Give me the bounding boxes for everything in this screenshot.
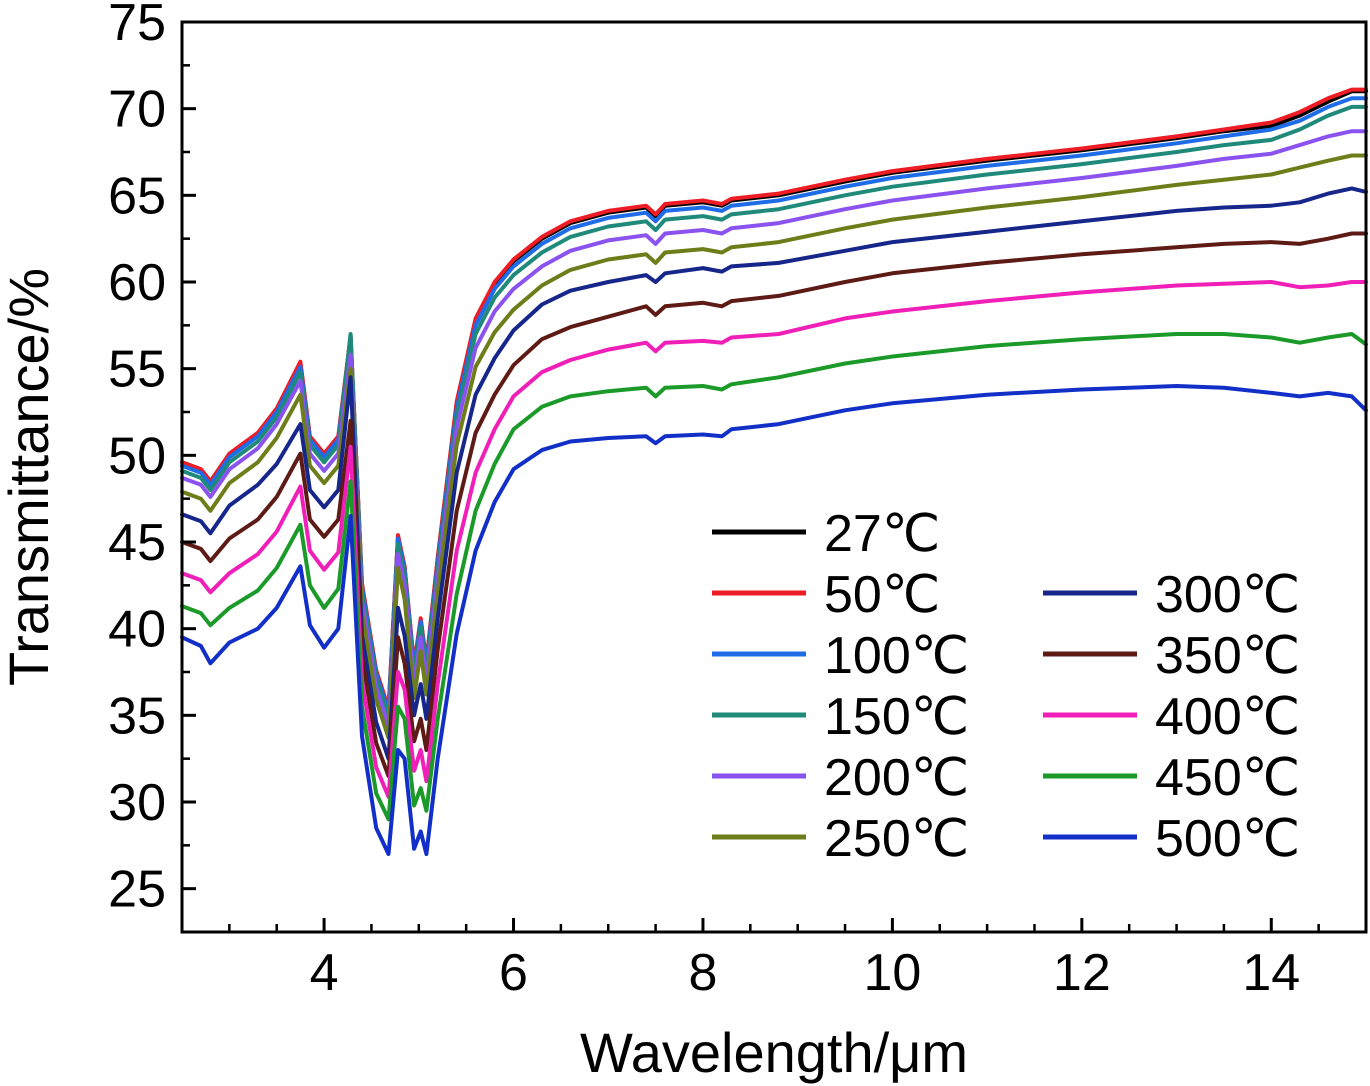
y-tick-label: 40 xyxy=(108,601,166,659)
legend-label: 350℃ xyxy=(1155,627,1300,685)
series-line-50℃ xyxy=(180,87,1368,711)
series-line-400℃ xyxy=(180,280,1368,799)
y-tick-label: 50 xyxy=(108,427,166,485)
series-line-350℃ xyxy=(180,231,1368,778)
legend-label: 200℃ xyxy=(824,749,969,807)
plot-frame xyxy=(180,20,1368,934)
series-line-500℃ xyxy=(180,384,1368,856)
y-tick-label: 30 xyxy=(108,774,166,832)
series-line-150℃ xyxy=(180,104,1368,720)
x-tick-label: 12 xyxy=(1053,944,1111,1002)
legend-label: 450℃ xyxy=(1155,749,1300,807)
y-tick-label: 55 xyxy=(108,341,166,399)
y-tick-label: 75 xyxy=(108,0,166,52)
x-axis-title: Wavelength/μm xyxy=(580,1021,968,1084)
x-tick-label: 6 xyxy=(499,944,528,1002)
series-line-300℃ xyxy=(180,186,1368,761)
y-tick-label: 65 xyxy=(108,167,166,225)
legend-label: 50℃ xyxy=(824,566,940,624)
y-tick-label: 25 xyxy=(108,861,166,919)
legend-label: 400℃ xyxy=(1155,688,1300,746)
series-layer xyxy=(180,87,1368,856)
x-tick-label: 8 xyxy=(688,944,717,1002)
series-line-100℃ xyxy=(180,96,1368,714)
legend-label: 150℃ xyxy=(824,688,969,746)
x-tick-label: 10 xyxy=(863,944,921,1002)
series-line-200℃ xyxy=(180,129,1368,728)
y-tick-label: 70 xyxy=(108,81,166,139)
y-tick-label: 45 xyxy=(108,514,166,572)
x-tick-label: 14 xyxy=(1242,944,1300,1002)
legend-label: 27℃ xyxy=(824,505,940,563)
ticks-layer: 4 6 8 10 12 14 25 30 35 40 45 50 55 60 65 70 75 xyxy=(108,0,1368,1002)
legend-label: 500℃ xyxy=(1155,810,1300,868)
y-tick-label: 60 xyxy=(108,254,166,312)
y-axis-title: Transmittance/% xyxy=(0,268,60,686)
series-line-450℃ xyxy=(180,332,1368,822)
legend-label: 300℃ xyxy=(1155,566,1300,624)
legend-label: 250℃ xyxy=(824,810,969,868)
x-tick-label: 4 xyxy=(310,944,339,1002)
legend-label: 100℃ xyxy=(824,627,969,685)
y-tick-label: 35 xyxy=(108,687,166,745)
series-line-250℃ xyxy=(180,153,1368,740)
